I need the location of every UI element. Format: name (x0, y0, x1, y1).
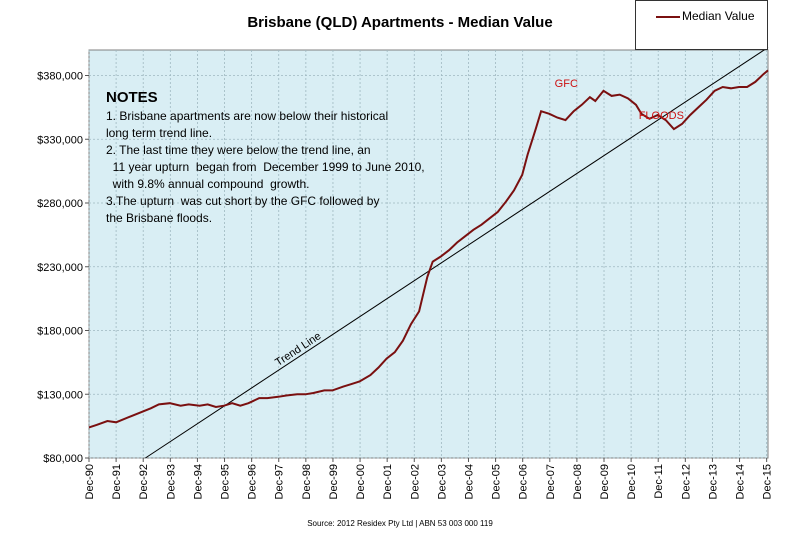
notes-box: NOTES 1. Brisbane apartments are now bel… (106, 88, 425, 227)
notes-line: 1. Brisbane apartments are now below the… (106, 109, 389, 123)
x-tick-label: Dec-97 (274, 464, 286, 499)
x-tick-label: Dec-03 (436, 464, 448, 499)
x-tick-label: Dec-00 (355, 464, 367, 499)
x-tick-label: Dec-91 (111, 464, 123, 499)
chart-title: Brisbane (QLD) Apartments - Median Value (247, 14, 553, 31)
annotation-label: GFC (555, 78, 578, 90)
annotations: GFC FLOODS (555, 78, 684, 122)
x-tick-label: Dec-95 (220, 464, 232, 499)
notes-line: 2. The last time they were below the tre… (106, 143, 371, 157)
x-tick-label: Dec-07 (545, 464, 557, 499)
legend-label-median-value: Median Value (682, 9, 755, 23)
x-tick-label: Dec-04 (463, 464, 475, 499)
x-tick-label: Dec-15 (762, 464, 774, 499)
x-tick-label: Dec-12 (680, 464, 692, 499)
y-tick-label: $280,000 (37, 198, 83, 210)
notes-line: long term trend line. (106, 126, 213, 140)
y-tick-label: $130,000 (37, 389, 83, 401)
notes-line: the Brisbane floods. (106, 211, 213, 225)
x-tick-label: Dec-14 (735, 464, 747, 499)
x-tick-label: Dec-99 (328, 464, 340, 499)
x-tick-label: Dec-98 (301, 464, 313, 499)
notes-line: 11 year upturn began from December 1999 … (106, 160, 425, 174)
annotation-label: FLOODS (639, 110, 684, 122)
legend: Median Value (635, 0, 768, 50)
y-tick-label: $380,000 (37, 71, 83, 83)
x-tick-label: Dec-11 (653, 464, 665, 499)
x-tick-label: Dec-06 (518, 464, 530, 499)
y-tick-label: $80,000 (43, 453, 83, 465)
x-tick-label: Dec-94 (192, 464, 204, 499)
x-axis: Dec-90 Dec-91 Dec-92 Dec-93 Dec-94 Dec-95 Dec-… (84, 458, 774, 499)
x-tick-label: Dec-02 (409, 464, 421, 499)
y-tick-label: $180,000 (37, 326, 83, 338)
notes-line: with 9.8% annual compound growth. (106, 177, 310, 191)
x-tick-label: Dec-05 (491, 464, 503, 499)
x-tick-label: Dec-09 (599, 464, 611, 499)
plot-area (88, 49, 769, 459)
x-tick-label: Dec-01 (382, 464, 394, 499)
source-note: Source: 2012 Residex Pty Ltd | ABN 53 00… (307, 519, 493, 528)
x-tick-label: Dec-96 (247, 464, 259, 499)
legend-swatch-median-value (656, 16, 680, 18)
y-tick-label: $230,000 (37, 262, 83, 274)
gridlines (88, 50, 768, 459)
notes-title: NOTES (106, 89, 158, 106)
y-axis: $80,000 $130,000 $180,000 $230,000 $280,000 $… (37, 71, 89, 465)
x-tick-label: Dec-93 (165, 464, 177, 499)
series-line-median-value (88, 69, 769, 429)
trend-line (145, 47, 769, 459)
x-tick-label: Dec-08 (572, 464, 584, 499)
x-tick-label: Dec-13 (707, 464, 719, 499)
x-tick-label: Dec-10 (626, 464, 638, 499)
x-tick-label: Dec-92 (138, 464, 150, 499)
notes-line: 3.The upturn was cut short by the GFC fo… (106, 194, 380, 208)
x-tick-label: Dec-90 (84, 464, 96, 499)
y-tick-label: $330,000 (37, 134, 83, 146)
